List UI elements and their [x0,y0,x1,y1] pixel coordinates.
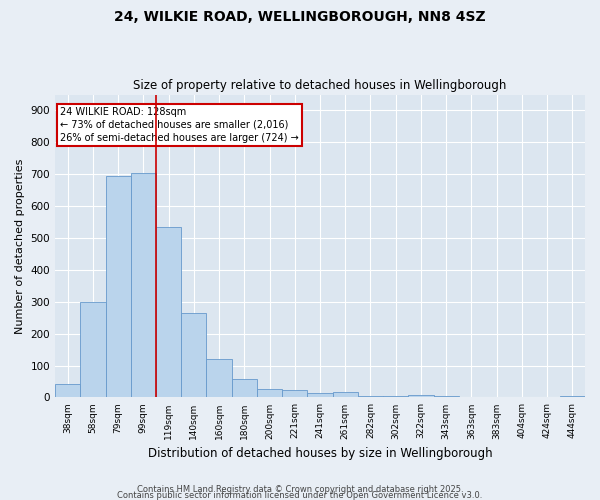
Text: Contains public sector information licensed under the Open Government Licence v3: Contains public sector information licen… [118,490,482,500]
Bar [409,395,434,398]
Bar [358,396,383,398]
Bar [131,172,156,398]
Text: 24, WILKIE ROAD, WELLINGBOROUGH, NN8 4SZ: 24, WILKIE ROAD, WELLINGBOROUGH, NN8 4SZ [114,10,486,24]
X-axis label: Distribution of detached houses by size in Wellingborough: Distribution of detached houses by size … [148,447,493,460]
Text: Contains HM Land Registry data © Crown copyright and database right 2025.: Contains HM Land Registry data © Crown c… [137,484,463,494]
Bar [560,396,585,398]
Bar [106,176,131,398]
Title: Size of property relative to detached houses in Wellingborough: Size of property relative to detached ho… [133,79,507,92]
Bar [232,379,257,398]
Text: 24 WILKIE ROAD: 128sqm
← 73% of detached houses are smaller (2,016)
26% of semi-: 24 WILKIE ROAD: 128sqm ← 73% of detached… [61,106,299,143]
Bar [55,384,80,398]
Bar [181,313,206,398]
Bar [459,397,484,398]
Bar [332,392,358,398]
Bar [257,390,282,398]
Bar [80,302,106,398]
Y-axis label: Number of detached properties: Number of detached properties [15,158,25,334]
Bar [307,394,332,398]
Bar [282,390,307,398]
Bar [383,396,409,398]
Bar [434,396,459,398]
Bar [156,227,181,398]
Bar [206,358,232,398]
